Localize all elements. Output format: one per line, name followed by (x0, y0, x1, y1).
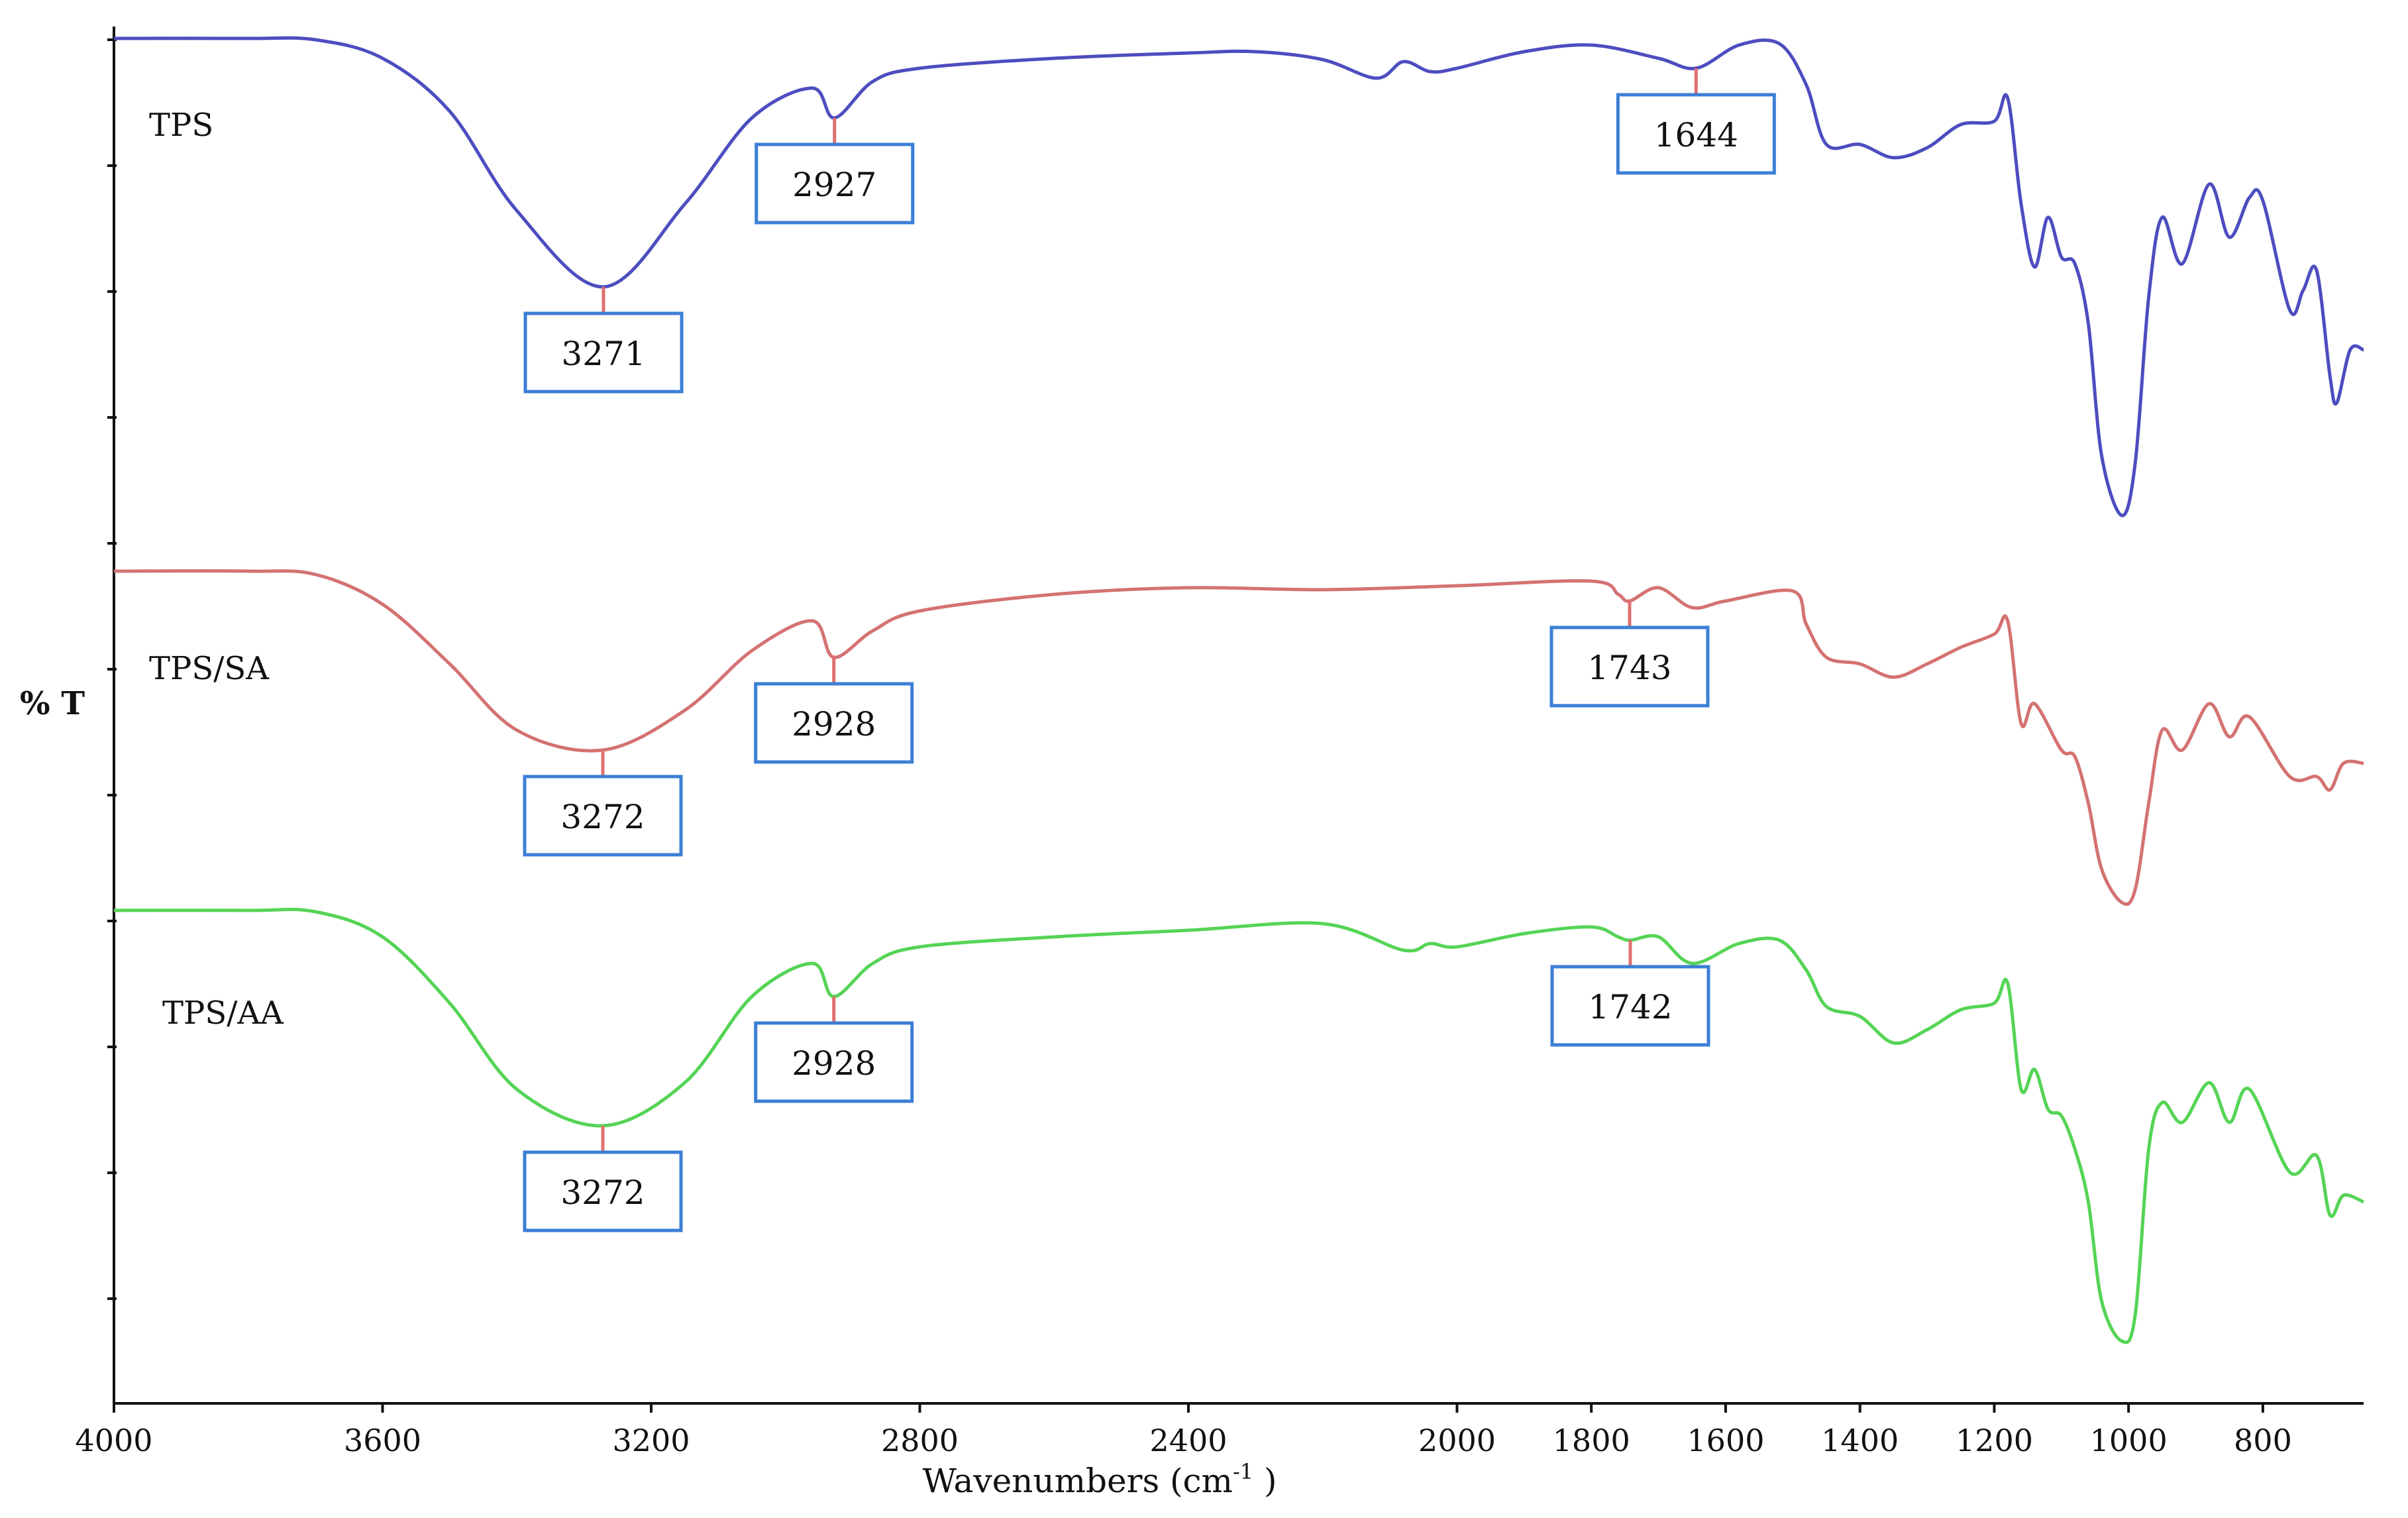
series-label: TPS (149, 107, 213, 144)
peak-label: 2928 (792, 1044, 876, 1083)
peak-label-box (754, 682, 914, 764)
x-tick-label: 3600 (344, 1423, 421, 1458)
series-line-tps (113, 36, 2364, 517)
x-axis-label-main: Wavenumbers (cm (922, 1462, 1232, 1500)
x-tick-label: 1000 (2090, 1423, 2168, 1458)
peak-label-box (1550, 965, 1710, 1047)
series-labels: TPS TPS/SA TPS/AA (149, 107, 284, 1032)
peak-label-box (1616, 93, 1776, 175)
peak-label-box (754, 1021, 914, 1103)
peak-annotation: 1644 (1616, 68, 1776, 175)
x-tick-label: 2400 (1149, 1423, 1227, 1458)
peak-label-box (523, 775, 683, 857)
peak-label: 3271 (561, 335, 645, 373)
x-tick-label: 2000 (1418, 1423, 1496, 1458)
peak-label-box (1549, 625, 1710, 708)
peak-label: 2928 (792, 705, 876, 743)
peak-annotation: 3272 (523, 750, 683, 857)
x-axis-label-close: ) (1253, 1462, 1277, 1500)
x-tick-label: 800 (2234, 1423, 2292, 1458)
peak-label: 3272 (560, 1173, 645, 1212)
series-line-tps-sa (113, 569, 2364, 906)
x-tick-label: 2800 (881, 1423, 959, 1458)
peak-label: 1644 (1654, 116, 1738, 154)
x-tick-label: 1800 (1553, 1423, 1630, 1458)
peak-label-box (523, 1150, 683, 1232)
peak-annotation: 1743 (1549, 601, 1710, 708)
series-label: TPS/SA (149, 650, 270, 687)
series-label: TPS/AA (162, 995, 284, 1032)
x-tick-label: 4000 (75, 1423, 152, 1458)
x-tick-label: 1600 (1687, 1423, 1764, 1458)
x-tick-label: 3200 (612, 1423, 690, 1458)
peak-label: 1742 (1588, 988, 1672, 1026)
series-layer (113, 36, 2364, 1344)
x-axis-label-sup: -1 (1233, 1459, 1253, 1484)
peak-annotation: 1742 (1550, 940, 1710, 1047)
x-axis-label: Wavenumbers (cm-1 ) (922, 1459, 1277, 1500)
peak-label: 2927 (792, 166, 876, 204)
axes: 4000 3600 3200 2800 2400 2000 1800 1600 1400 1200… (75, 27, 2364, 1458)
peak-annotations: 3271 2927 1644 3272 2928 1743 3272 2928 1742 (523, 68, 1776, 1232)
peak-annotation: 2927 (755, 118, 915, 225)
x-tick-label: 1200 (1956, 1423, 2033, 1458)
x-tick-label: 1400 (1821, 1423, 1899, 1458)
peak-label: 1743 (1587, 649, 1671, 687)
peak-annotation: 2928 (754, 657, 914, 764)
peak-annotation: 3271 (523, 287, 684, 394)
peak-annotation: 2928 (754, 997, 914, 1103)
peak-label-box (755, 142, 915, 225)
y-axis-label: % T (20, 685, 85, 722)
peak-label: 3272 (560, 798, 645, 836)
peak-label-box (523, 311, 684, 394)
peak-annotation: 3272 (523, 1126, 683, 1232)
series-line-tps-aa (113, 908, 2364, 1344)
